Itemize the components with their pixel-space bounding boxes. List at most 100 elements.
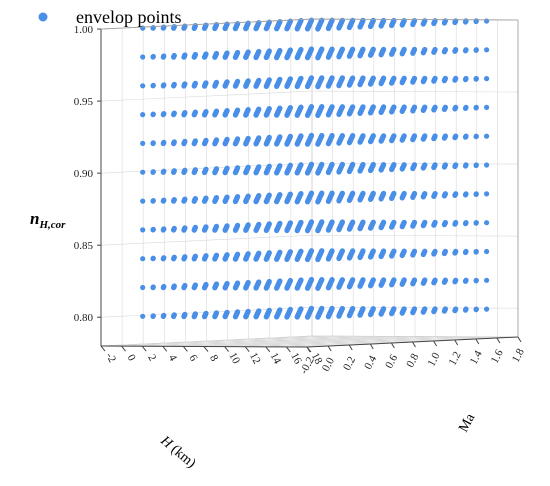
scatter-point	[389, 22, 395, 29]
scatter-point	[243, 141, 249, 147]
scatter-point	[462, 307, 469, 313]
scatter-point	[473, 105, 479, 111]
scatter-point	[232, 54, 238, 61]
scatter-point	[431, 107, 437, 113]
scatter-point	[441, 279, 447, 285]
scatter-point	[253, 199, 259, 205]
scatter-point	[325, 141, 331, 147]
scatter-point	[462, 77, 469, 83]
scatter-point	[222, 112, 228, 118]
scatter-point	[378, 311, 384, 317]
scatter-point	[181, 169, 187, 175]
ma-tick-mark	[475, 338, 480, 345]
scatter-point	[181, 227, 187, 233]
scatter-point	[304, 170, 311, 176]
scatter-point	[441, 193, 447, 199]
scatter-point	[274, 55, 280, 61]
scatter-points	[140, 17, 490, 320]
scatter-point	[171, 112, 177, 118]
scatter-point	[399, 51, 405, 57]
scatter-point	[150, 140, 156, 147]
scatter-point	[201, 256, 208, 262]
scatter-point	[243, 227, 249, 233]
scatter-point	[201, 198, 208, 204]
scatter-point	[367, 196, 374, 202]
scatter-point	[191, 198, 197, 204]
floor-grid-line	[143, 343, 350, 346]
scatter-point	[222, 83, 228, 89]
floor-grid-line	[269, 337, 476, 340]
scatter-point	[389, 253, 395, 259]
z-tick-label: 0.90	[74, 168, 94, 180]
scatter-point	[150, 285, 156, 291]
scatter-point	[431, 20, 437, 27]
scatter-point	[160, 25, 166, 31]
scatter-point	[212, 314, 218, 320]
h-tick-label: 14	[268, 351, 284, 367]
scatter-point	[222, 198, 228, 204]
scatter-point	[346, 111, 352, 117]
scatter-point	[150, 227, 156, 233]
scatter-point	[462, 221, 469, 227]
scatter-point	[389, 51, 395, 57]
z-tick-label: 1.00	[74, 24, 94, 36]
ma-tick-label: 1.0	[425, 350, 442, 368]
right-wall-grid-line	[311, 234, 519, 237]
scatter-point	[346, 53, 352, 59]
scatter-point	[243, 83, 249, 89]
scatter-point	[336, 284, 342, 290]
scatter-point	[410, 108, 416, 114]
legend-marker	[38, 12, 48, 22]
scatter-point	[253, 314, 259, 320]
scatter-point	[367, 52, 374, 58]
scatter-point	[284, 314, 290, 320]
scatter-point	[431, 193, 437, 199]
ma-tick-mark	[412, 341, 416, 348]
scatter-point	[140, 256, 146, 262]
scatter-point	[452, 250, 458, 256]
scatter-point	[367, 139, 374, 145]
scatter-point	[336, 54, 342, 60]
scatter-point	[212, 256, 218, 262]
h-tick-label: 8	[207, 353, 220, 364]
scatter-point	[357, 168, 363, 174]
scatter-point	[222, 314, 228, 320]
scatter-point	[410, 252, 416, 258]
scatter-point	[357, 24, 363, 30]
scatter-point	[484, 277, 490, 283]
scatter-point	[263, 170, 269, 176]
scatter-point	[212, 141, 218, 147]
scatter-point	[201, 314, 208, 320]
scatter-point	[473, 191, 479, 197]
scatter-point	[140, 227, 146, 233]
scatter-point	[232, 256, 238, 262]
scatter-point	[304, 314, 311, 320]
scatter-point	[420, 21, 426, 27]
scatter-point	[160, 83, 166, 89]
ma-tick-label: 0.2	[341, 355, 358, 373]
scatter-point	[315, 170, 321, 176]
scatter-point	[336, 169, 342, 175]
scatter-point	[212, 227, 218, 233]
scatter-point	[304, 55, 311, 61]
scatter-point	[420, 50, 426, 56]
scatter-point	[294, 228, 300, 234]
scatter-point	[346, 226, 352, 232]
scatter-point	[357, 139, 363, 145]
ma-tick-label: 0.8	[404, 351, 421, 369]
scatter-point	[263, 26, 269, 32]
scatter-point	[263, 227, 269, 233]
scatter-point	[315, 314, 321, 320]
scatter-point	[212, 83, 218, 89]
scatter-point	[253, 26, 259, 32]
scatter-point	[284, 170, 290, 176]
z-axis-label: nH,cor	[30, 209, 66, 231]
scatter-point	[357, 110, 363, 116]
scatter-point	[201, 83, 208, 89]
scatter-point	[253, 141, 259, 147]
left-wall-grid-line	[100, 234, 313, 246]
scatter-point	[336, 255, 342, 262]
ma-tick-mark	[369, 343, 374, 350]
scatter-point	[315, 26, 321, 32]
scatter-point	[181, 198, 187, 204]
